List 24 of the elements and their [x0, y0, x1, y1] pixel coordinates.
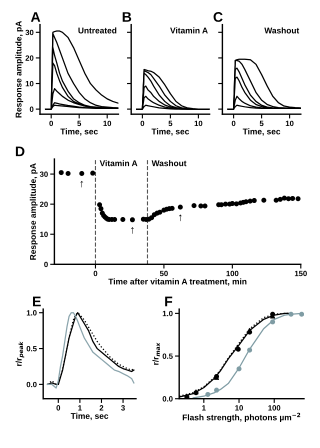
chart-title: E — [32, 296, 41, 306]
x-axis-title: Flash strength, photons µm$^{−2}$ — [182, 412, 300, 422]
chart-title: C — [214, 12, 223, 22]
annotation: Washout — [264, 27, 300, 34]
annotation: Vitamin A — [170, 27, 208, 34]
annotation: ↑ — [131, 227, 134, 234]
x-axis-title: Time, sec — [70, 412, 108, 420]
chart-title: A — [30, 12, 40, 22]
annotation: Untreated — [78, 27, 116, 34]
annotation: ↑ — [80, 180, 84, 188]
chart-title: D — [16, 146, 24, 156]
y-axis-title: Response amplitude, pA — [15, 21, 24, 118]
x-axis-title: Time, sec — [242, 128, 280, 136]
ref-line-label: Washout — [152, 160, 186, 166]
ref-line-label: Vitamin A — [100, 160, 138, 166]
y-axis-title: r/r$_{peak}$ — [16, 341, 24, 366]
annotation: ↑ — [179, 214, 182, 222]
x-axis-title: Time, sec — [60, 128, 98, 136]
chart-title: F — [165, 296, 172, 306]
x-axis-title: Time after vitamin A treatment, min — [108, 278, 246, 286]
y-axis-title: Response amplitude, pA — [30, 163, 38, 260]
chart-title: B — [122, 12, 132, 22]
x-axis-title: Time, sec — [152, 128, 190, 136]
y-axis-title: r/r$_{max}$ — [152, 342, 160, 365]
